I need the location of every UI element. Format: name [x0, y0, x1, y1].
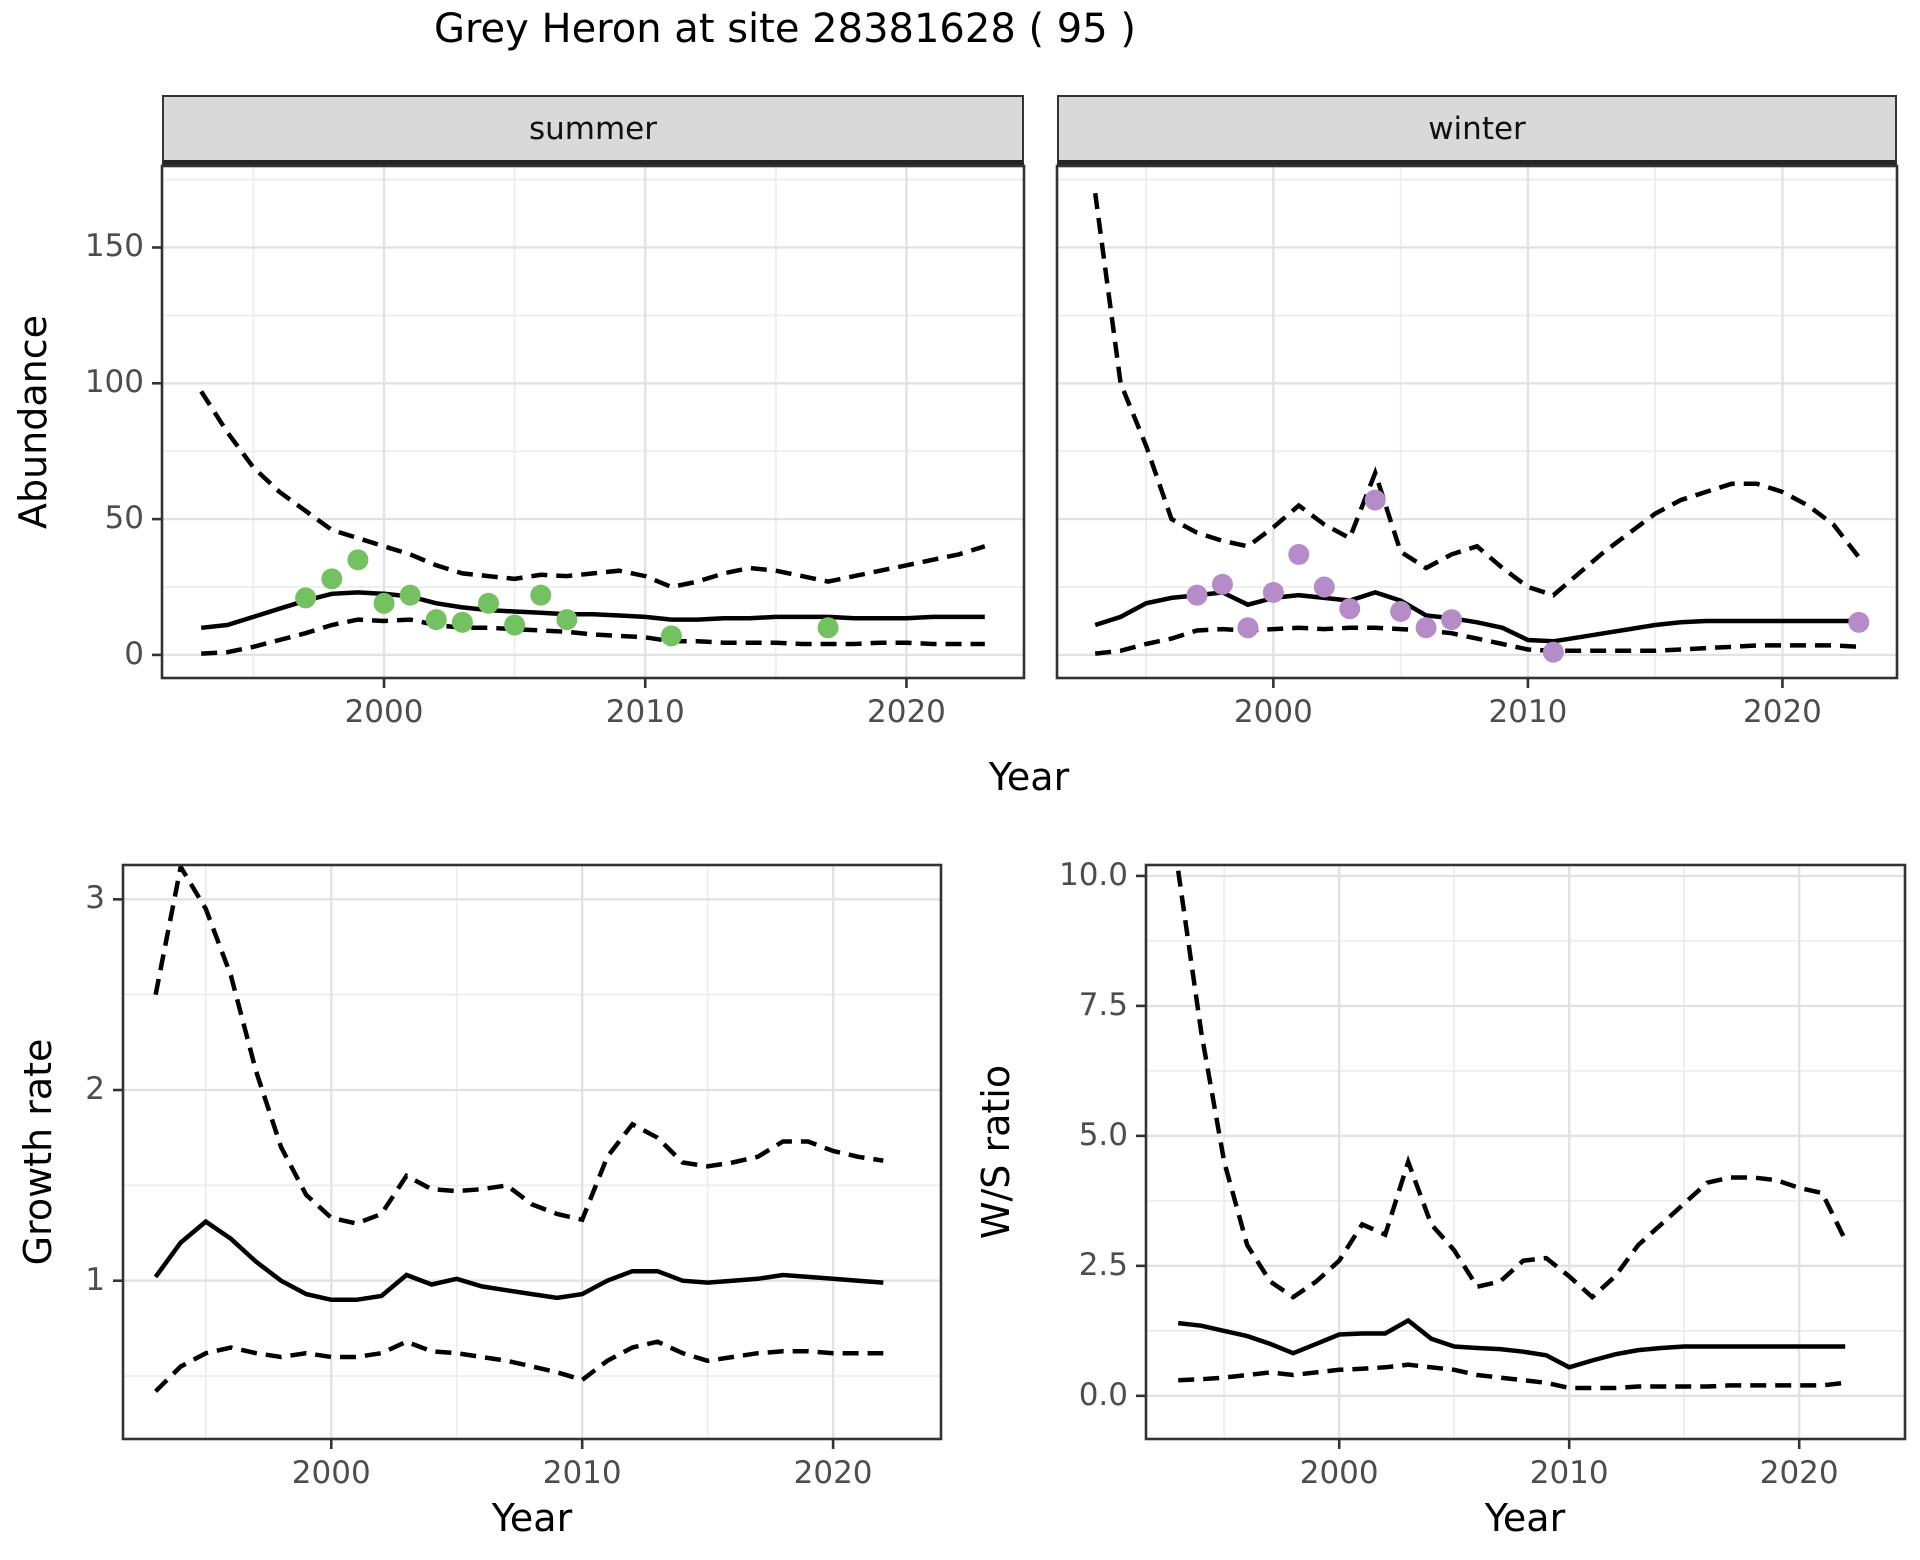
abundance-summer-point — [504, 614, 526, 636]
abundance-summer-x-tick-label: 2000 — [344, 694, 424, 730]
growth-rate-x-tick-label: 2000 — [291, 1455, 371, 1491]
abundance-summer-point — [556, 609, 578, 631]
ws-ratio-y-tick-label: 10.0 — [1058, 856, 1128, 893]
abundance-summer-point — [321, 568, 343, 590]
abundance-summer-point — [347, 549, 369, 571]
panel-abundance-summer — [138, 142, 1048, 706]
x-axis-title-top: Year — [988, 755, 1070, 799]
abundance-summer-lower-ci-line — [201, 617, 985, 656]
abundance-winter-point — [1415, 617, 1437, 639]
abundance-winter-lower-ci-line — [1094, 625, 1859, 656]
abundance-winter-x-tick-label: 2010 — [1488, 694, 1568, 730]
abundance-winter-point — [1186, 584, 1208, 606]
abundance-summer-point — [295, 587, 317, 609]
abundance-summer-x-tick-label: 2020 — [867, 694, 946, 730]
abundance-winter-point — [1262, 581, 1284, 603]
abundance-summer-y-tick-label: 150 — [84, 228, 144, 265]
facet-strip-summer: summer — [162, 95, 1024, 166]
abundance-summer-point — [451, 611, 473, 633]
ws-ratio-x-tick-label: 2020 — [1759, 1455, 1839, 1491]
abundance-winter-point — [1441, 609, 1463, 631]
panel-abundance-winter — [1033, 142, 1920, 706]
growth-rate-y-tick-label: 2 — [85, 1071, 105, 1108]
panel-growth-rate — [99, 841, 965, 1467]
abundance-summer-point — [399, 584, 421, 606]
abundance-summer-mean-line — [200, 590, 985, 631]
abundance-summer-y-tick-label: 0 — [124, 635, 144, 672]
x-axis-title-growth-rate: Year — [491, 1496, 573, 1540]
abundance-winter-point — [1390, 600, 1412, 622]
facet-strip-winter: winter — [1057, 95, 1897, 166]
abundance-winter-upper-ci-line — [1092, 192, 1861, 598]
ws-ratio-y-tick-label: 2.5 — [1078, 1246, 1128, 1283]
abundance-winter-point — [1339, 598, 1361, 620]
abundance-winter-point — [1364, 489, 1386, 511]
ws-ratio-x-tick-label: 2000 — [1299, 1455, 1379, 1491]
growth-rate-y-tick-label: 3 — [85, 880, 105, 917]
abundance-winter-x-tick-label: 2000 — [1233, 694, 1313, 730]
chart-title: Grey Heron at site 28381628 ( 95 ) — [433, 6, 1137, 52]
abundance-summer-point — [373, 592, 395, 614]
abundance-summer-y-tick-label: 50 — [104, 500, 144, 537]
abundance-summer-point — [817, 617, 839, 639]
ws-ratio-upper-ci-line — [1175, 870, 1848, 1301]
growth-rate-lower-ci-line — [154, 1339, 884, 1393]
ws-ratio-y-tick-label: 5.0 — [1078, 1116, 1128, 1153]
abundance-summer-upper-ci-line — [199, 390, 986, 590]
growth-rate-mean-line — [153, 1218, 884, 1303]
facet-strip-summer-label: summer — [528, 110, 657, 147]
abundance-winter-point — [1542, 641, 1564, 663]
panel-ws-ratio — [1122, 841, 1920, 1467]
y-axis-title-growth-rate: Growth rate — [16, 1038, 60, 1266]
abundance-winter-point — [1848, 611, 1870, 633]
abundance-winter-point — [1211, 573, 1233, 595]
growth-rate-x-tick-label: 2010 — [542, 1455, 622, 1491]
abundance-summer-y-tick-label: 100 — [84, 364, 144, 401]
ws-ratio-y-tick-label: 7.5 — [1078, 986, 1128, 1023]
abundance-summer-x-tick-label: 2010 — [605, 694, 685, 730]
ws-ratio-x-tick-label: 2010 — [1529, 1455, 1609, 1491]
x-axis-title-ws-ratio: Year — [1484, 1496, 1566, 1540]
abundance-summer-point — [660, 625, 682, 647]
abundance-winter-point — [1288, 543, 1310, 565]
abundance-winter-point — [1313, 576, 1335, 598]
abundance-summer-point — [478, 592, 500, 614]
abundance-summer-point — [530, 584, 552, 606]
growth-rate-x-tick-label: 2020 — [793, 1455, 873, 1491]
abundance-winter-point — [1237, 617, 1259, 639]
facet-strip-winter-label: winter — [1428, 110, 1526, 147]
ws-ratio-lower-ci-line — [1178, 1362, 1846, 1391]
abundance-winter-x-tick-label: 2020 — [1743, 694, 1822, 730]
abundance-summer-point — [425, 609, 447, 631]
growth-rate-upper-ci-line — [153, 865, 884, 1226]
ws-ratio-y-tick-label: 0.0 — [1078, 1376, 1128, 1413]
ws-ratio-mean-line — [1177, 1317, 1846, 1370]
growth-rate-y-tick-label: 1 — [85, 1261, 105, 1298]
